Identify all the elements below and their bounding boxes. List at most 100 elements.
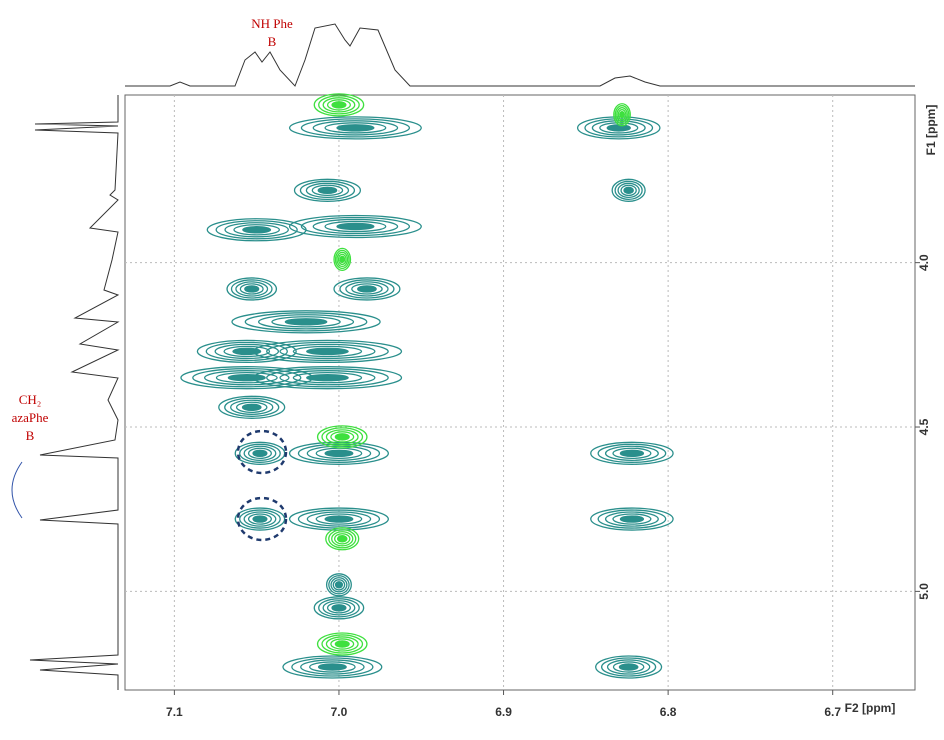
peak [252,366,403,390]
contour-line [316,425,368,449]
contour-line [306,511,372,527]
contour-line [292,371,363,384]
contour-line [612,447,652,460]
contour-line [604,511,659,527]
contour-line [597,443,667,463]
contour-line [597,509,667,529]
peak [218,395,286,419]
contour-line [606,124,631,132]
contour-line [218,395,286,419]
contour-line [590,507,674,531]
contour-line [243,511,277,527]
contour-line [325,573,352,597]
contour-line [321,634,364,654]
contour-line [614,105,630,125]
contour-line [612,513,652,525]
contour-line [279,370,376,386]
contour-line [619,449,645,458]
contour-line [252,366,403,390]
contour-line [311,184,344,197]
peak [226,277,278,301]
contour-line [312,120,399,136]
peak [325,527,360,551]
contour-line [227,373,266,382]
contour-line [243,445,277,462]
contour-line [590,441,674,465]
contour-line [331,101,347,109]
contour-line [604,445,659,462]
top-projection [125,23,915,87]
contour-line [235,401,268,414]
x-tick-label: 6.9 [495,705,512,719]
contour-line [325,527,360,551]
peak [316,425,368,449]
contour-line [318,598,360,618]
contour-line [623,186,634,195]
contour-line [334,640,350,648]
peak [333,277,401,301]
contour-line [336,124,375,132]
contour-line [619,110,625,119]
peak [288,116,422,140]
contour-line [606,659,651,675]
contour-line [239,509,281,529]
contour-line [584,118,654,138]
contour-line [266,341,389,362]
contour-line [345,281,389,297]
contour-line [339,279,395,299]
contour-line [242,226,272,234]
peak [282,655,383,679]
contour-line [252,515,268,523]
contour-line [299,180,356,201]
contour-line [226,277,278,301]
peak [590,441,674,465]
contour-line [333,247,352,272]
contour-line [257,314,355,330]
contour-line [315,513,363,525]
contour-line [247,513,272,525]
contour-line [324,515,354,523]
contour-line [306,373,349,382]
contour-line [313,596,365,620]
peak [288,507,389,531]
contour-line [291,657,374,677]
contour-line [266,368,389,388]
contour-line [619,515,645,523]
contour-line [244,285,260,293]
peak [206,218,307,242]
contour-line [241,403,262,412]
annotation: azaPhe [12,410,49,425]
contour-line [234,441,286,465]
peak [613,103,631,127]
contour-line [612,661,645,673]
integral [11,461,23,519]
contour-line [316,632,368,656]
contour-line [322,97,356,113]
annotation: B [268,34,277,49]
contour-line [334,581,344,589]
contour-line [252,449,268,458]
contour-line [205,341,288,362]
contour-line [235,281,269,297]
contour-line [224,222,289,238]
peak [180,366,314,390]
peak [595,655,663,679]
peak [611,178,646,202]
contour-line [313,93,365,117]
contour-line [617,182,640,199]
contour-line [351,283,383,295]
contour-line [611,178,646,202]
contour-line [330,638,355,650]
x-tick-label: 6.8 [660,705,677,719]
contour-line [325,636,359,652]
contour-line [306,347,349,356]
peak [196,339,297,364]
contour-line [300,659,365,675]
contour-line [614,180,643,201]
x-tick-label: 6.7 [824,705,841,719]
contour-line [328,529,357,549]
contour-line [317,663,347,671]
contour-line [613,103,631,127]
y-tick-label: 4.0 [917,254,931,271]
